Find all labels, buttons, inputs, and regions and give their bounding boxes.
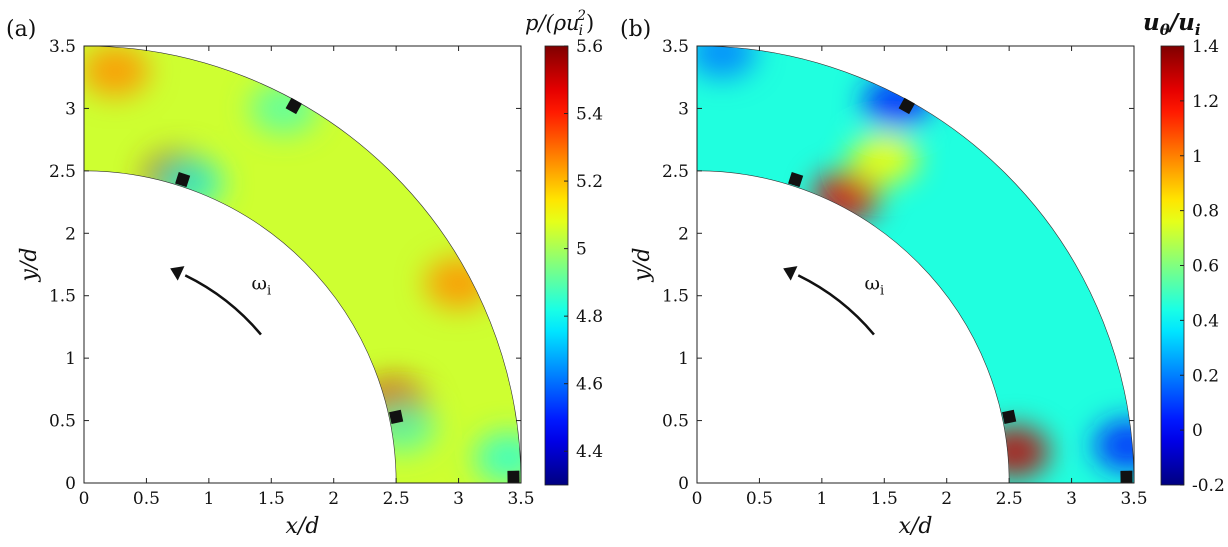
domain-outline [696, 45, 1135, 484]
x-axis-label: x/d [286, 514, 320, 539]
y-tick-label: 1 [65, 349, 76, 369]
x-tick-label: 3 [1066, 489, 1077, 509]
panel-label: (b) [620, 17, 651, 42]
blade-marker [788, 172, 804, 188]
y-axis-label: y/d [17, 248, 42, 283]
y-tick-label: 3 [65, 99, 76, 119]
panel-label: (a) [6, 17, 36, 42]
y-tick-label: 2 [678, 224, 689, 244]
x-tick-label: 3.5 [507, 489, 534, 509]
x-tick-label: 2.5 [996, 489, 1023, 509]
colorbar-tick-label: 4.4 [576, 442, 603, 462]
rotation-arrow-head [170, 266, 185, 281]
colorbar-tick-label: 0 [1192, 421, 1203, 441]
x-tick-label: 0 [79, 489, 90, 509]
x-tick-label: 1 [816, 489, 827, 509]
x-tick-label: 2 [941, 489, 952, 509]
field-feature [249, 82, 318, 135]
colorbar-gradient [544, 45, 569, 486]
colorbar-label: p/(ρui2) [525, 8, 594, 39]
rotation-arrow-head [783, 266, 798, 281]
x-tick-label: 0.5 [133, 489, 160, 509]
colorbar-tick-label: 0.2 [1192, 366, 1219, 386]
field-feature [697, 46, 756, 79]
field-feature [862, 76, 931, 129]
colorbar-tick-label: -0.2 [1192, 476, 1225, 496]
y-tick-label: 0 [65, 474, 76, 494]
y-tick-label: 2.5 [49, 162, 76, 182]
x-tick-label: 0 [692, 489, 703, 509]
field-background [697, 46, 1134, 483]
blade-marker [1120, 470, 1133, 483]
x-tick-label: 2.5 [383, 489, 410, 509]
x-tick-label: 0.5 [746, 489, 773, 509]
colorbar-tick-label: 5.2 [576, 172, 603, 192]
field-feature [424, 257, 493, 310]
colorbar: 4.4 4.6 4.8 5 5.2 5.4 5.6p/(ρui2) [525, 8, 603, 486]
field-feature [474, 432, 521, 483]
y-tick-label: 0.5 [662, 412, 689, 432]
x-tick-label: 3.5 [1120, 489, 1147, 509]
colorbar-tick-label: 5.6 [576, 37, 603, 57]
x-tick-label: 3 [453, 489, 464, 509]
colorbar-tick-label: 4.8 [576, 307, 603, 327]
field-feature [1093, 419, 1134, 472]
blade-marker [285, 97, 302, 115]
colorbar-label: uθ/ui [1143, 9, 1201, 39]
colorbar-tick-label: 0.6 [1192, 257, 1219, 277]
y-tick-label: 3.5 [662, 37, 689, 57]
blade-marker [175, 172, 191, 188]
x-tick-label: 1 [203, 489, 214, 509]
field-feature [156, 157, 225, 210]
colorbar-tick-label: 5.4 [576, 105, 603, 125]
rotation-label: ωi [864, 272, 884, 298]
colorbar: -0.2 0 0.2 0.4 0.6 0.8 1 1.2 1.4uθ/ui [1143, 9, 1225, 496]
y-tick-label: 1.5 [662, 287, 689, 307]
y-tick-label: 3.5 [49, 37, 76, 57]
x-tick-label: 1.5 [871, 489, 898, 509]
blade-marker [389, 409, 404, 424]
y-tick-label: 0.5 [49, 412, 76, 432]
colorbar-tick-label: 1.2 [1192, 92, 1219, 112]
axes-box [696, 45, 1135, 484]
colorbar-tick-label: 5 [576, 240, 587, 260]
field-heatmap [697, 46, 1134, 483]
blade-marker [898, 97, 915, 115]
panel-b: ωi 0 0.5 1 1.5 2 2.5 3 3.5 0 0.5 1 1.5 2 2.5 3 3.5 x/d y/d… [620, 9, 1225, 539]
colorbar-tick-label: 0.8 [1192, 202, 1219, 222]
colorbar-tick-label: 1.4 [1192, 37, 1219, 57]
axes-box [83, 45, 522, 484]
panel-a: ωi 0 0.5 1 1.5 2 2.5 3 3.5 0 0.5 1 1.5 2 2.5 3 3.5 x/d y/d… [6, 8, 603, 539]
field-heatmap [84, 46, 521, 483]
field-feature [850, 132, 919, 185]
blade-marker [507, 470, 520, 483]
x-tick-label: 2 [328, 489, 339, 509]
field-feature [981, 425, 1050, 478]
rotation-arrow-shaft [184, 274, 262, 336]
field-feature [368, 400, 437, 453]
rotation-label-subscript: i [880, 283, 884, 298]
domain-outline [83, 45, 522, 484]
x-axis-label: x/d [899, 514, 933, 539]
y-tick-label: 1 [678, 349, 689, 369]
rotation-label: ωi [251, 272, 271, 298]
y-tick-label: 1.5 [49, 287, 76, 307]
blade-marker [1002, 409, 1017, 424]
y-tick-label: 0 [678, 474, 689, 494]
y-tick-label: 2.5 [662, 162, 689, 182]
rotation-arrow-shaft [797, 274, 875, 336]
y-tick-label: 3 [678, 99, 689, 119]
rotation-label-subscript: i [267, 283, 271, 298]
x-tick-label: 1.5 [258, 489, 285, 509]
field-feature [84, 46, 150, 97]
colorbar-tick-label: 4.6 [576, 375, 603, 395]
y-axis-label: y/d [630, 248, 655, 283]
colorbar-tick-label: 1 [1192, 147, 1203, 167]
y-tick-label: 2 [65, 224, 76, 244]
colorbar-tick-label: 0.4 [1192, 311, 1219, 331]
